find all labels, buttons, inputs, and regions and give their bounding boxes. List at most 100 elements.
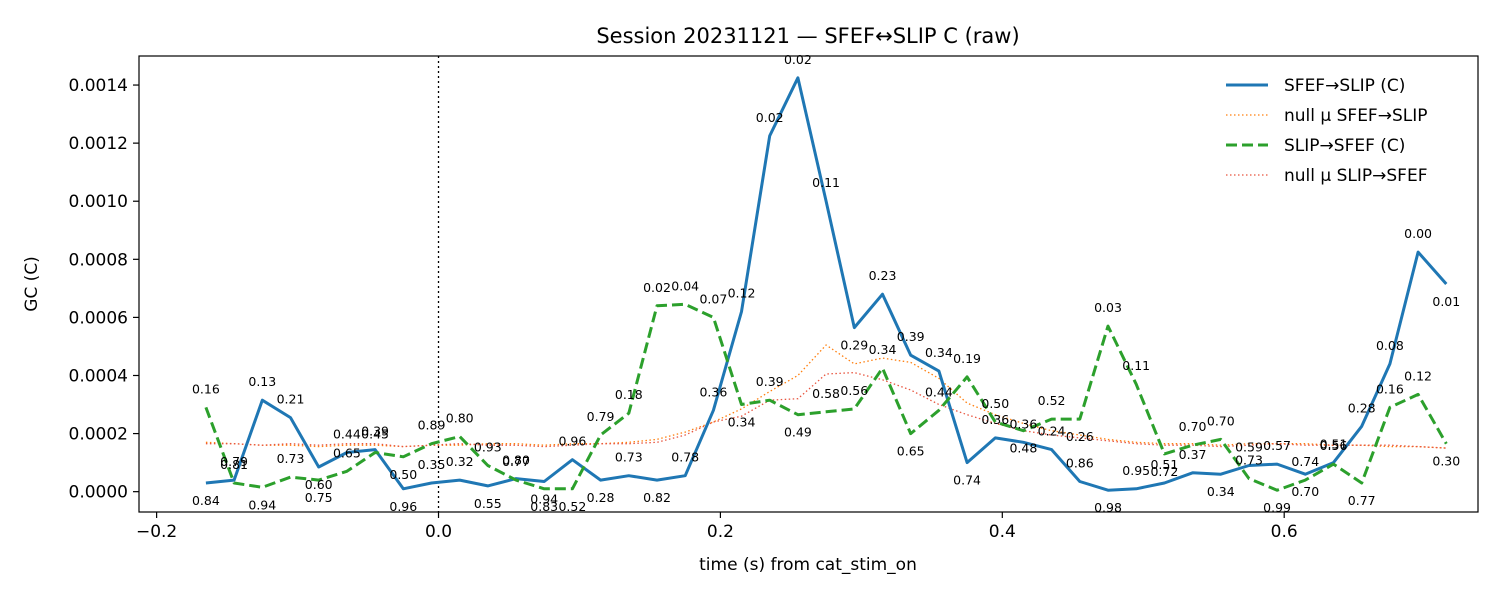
series-line-0: [205, 76, 1448, 492]
pvalue-label: 0.73: [277, 451, 305, 466]
pvalue-label: 0.79: [587, 409, 615, 424]
pvalue-label: 0.34: [1207, 484, 1235, 499]
pvalue-label: 0.74: [1291, 454, 1319, 469]
pvalue-label: 0.51: [1320, 437, 1348, 452]
pvalue-label: 0.98: [1094, 500, 1122, 515]
pvalue-label: 0.34: [925, 345, 953, 360]
pvalue-label: 0.37: [1179, 447, 1207, 462]
pvalue-label: 0.32: [446, 454, 474, 469]
series-line-1: [205, 344, 1447, 449]
pvalue-label: 0.51: [1150, 457, 1178, 472]
pvalue-label: 0.80: [502, 453, 530, 468]
pvalue-label: 0.21: [277, 392, 305, 407]
pvalue-label: 0.12: [1404, 368, 1432, 383]
y-tick-label: 0.0004: [69, 366, 128, 386]
pvalue-label: 0.00: [1404, 226, 1432, 241]
pvalue-label: 0.84: [192, 493, 220, 508]
pvalue-label: 0.99: [1263, 500, 1291, 515]
pvalue-label: 0.93: [474, 440, 502, 455]
x-tick-label: 0.4: [989, 522, 1016, 542]
x-axis-label: time (s) from cat_stim_on: [699, 555, 917, 575]
pvalue-label: 0.48: [1009, 441, 1037, 456]
legend-label: SLIP→SFEF (C): [1284, 136, 1405, 156]
pvalue-label: 0.86: [1066, 456, 1094, 471]
pvalue-label: 0.89: [418, 418, 446, 433]
pvalue-label: 0.44: [925, 384, 953, 399]
pvalue-label: 0.65: [897, 444, 925, 459]
pvalue-label: 0.50: [389, 467, 417, 482]
pvalue-label: 0.57: [1263, 438, 1291, 453]
axis-ticks: −0.2 0.0 0.2 0.4 0.6 0.0000 0.0002 0.0004 0.0006…: [69, 76, 1298, 542]
pvalue-label: 0.83: [530, 499, 558, 514]
pvalue-label: 0.18: [615, 387, 643, 402]
pvalue-label: 0.56: [840, 383, 868, 398]
pvalue-label: 0.80: [446, 411, 474, 426]
pvalue-label: 0.75: [305, 490, 333, 505]
pvalue-label: 0.28: [1348, 400, 1376, 415]
pvalue-label: 0.16: [192, 381, 220, 396]
pvalue-label: 0.16: [1376, 381, 1404, 396]
pvalue-label: 0.78: [671, 450, 699, 465]
pvalue-label: 0.73: [615, 450, 643, 465]
pvalue-label: 0.70: [1291, 484, 1319, 499]
pvalue-label: 0.23: [869, 268, 897, 283]
pvalue-label: 0.19: [953, 351, 981, 366]
pvalue-label: 0.03: [1094, 300, 1122, 315]
pvalue-label: 0.70: [1207, 413, 1235, 428]
pvalue-label: 0.35: [418, 457, 446, 472]
legend-label: null μ SLIP→SFEF: [1284, 166, 1427, 186]
pvalue-label: 0.96: [389, 499, 417, 514]
pvalue-label: 0.36: [699, 384, 727, 399]
pvalue-label: 0.12: [728, 286, 756, 301]
pvalue-label: 0.36: [1009, 416, 1037, 431]
pvalue-label: 0.70: [1179, 419, 1207, 434]
pvalue-label: 0.82: [643, 490, 671, 505]
pvalue-label: 0.24: [1038, 424, 1066, 439]
pvalue-label: 0.26: [1066, 429, 1094, 444]
pvalue-label: 0.49: [784, 425, 812, 440]
pvalue-label: 0.52: [1038, 393, 1066, 408]
pvalue-label: 0.02: [756, 110, 784, 125]
pvalue-label: 0.08: [1376, 338, 1404, 353]
pvalue-label: 0.55: [474, 496, 502, 511]
pvalue-label: 0.58: [812, 386, 840, 401]
x-tick-label: −0.2: [136, 522, 177, 542]
pvalue-label: 0.36: [981, 412, 1009, 427]
series-line-2: [204, 302, 1448, 492]
pvalue-label: 0.72: [1150, 464, 1178, 479]
y-tick-label: 0.0010: [69, 192, 128, 212]
pvalue-label: 0.96: [558, 434, 586, 449]
pvalue-label: 0.52: [558, 499, 586, 514]
pvalue-label: 0.30: [1432, 454, 1460, 469]
pvalue-label: 0.77: [502, 454, 530, 469]
pvalue-label: 0.11: [1122, 358, 1150, 373]
pvalue-label: 0.94: [530, 492, 558, 507]
pvalue-label: 0.79: [220, 454, 248, 469]
pvalue-label: 0.73: [1235, 453, 1263, 468]
pvalue-label: 0.95: [1122, 463, 1150, 478]
pvalue-label: 0.45: [361, 427, 389, 442]
x-tick-label: 0.0: [425, 522, 452, 542]
pvalue-label: 0.44: [333, 427, 361, 442]
pvalue-label: 0.07: [699, 291, 727, 306]
pvalue-label: 0.94: [248, 497, 276, 512]
x-tick-label: 0.6: [1271, 522, 1298, 542]
y-tick-label: 0.0002: [69, 425, 128, 445]
legend: SFEF→SLIP (C) null μ SFEF→SLIP SLIP→SFEF (…: [1226, 76, 1427, 186]
plot-area: 0.840.790.130.210.600.44 0.390.960.35 0.32…: [192, 52, 1460, 515]
y-tick-label: 0.0014: [69, 76, 128, 96]
pvalue-label: 0.56: [1320, 438, 1348, 453]
pvalue-label: 0.74: [953, 473, 981, 488]
y-tick-label: 0.0000: [69, 483, 128, 503]
pvalue-label: 0.02: [643, 280, 671, 295]
pvalue-label: 0.50: [981, 396, 1009, 411]
y-tick-label: 0.0012: [69, 134, 128, 154]
pvalue-label: 0.39: [756, 374, 784, 389]
pvalue-label: 0.34: [728, 415, 756, 430]
y-tick-label: 0.0006: [69, 308, 128, 328]
pvalue-label: 0.02: [784, 52, 812, 67]
pvalue-label: 0.13: [248, 374, 276, 389]
pvalue-label: 0.59: [1235, 440, 1263, 455]
y-tick-label: 0.0008: [69, 250, 128, 270]
